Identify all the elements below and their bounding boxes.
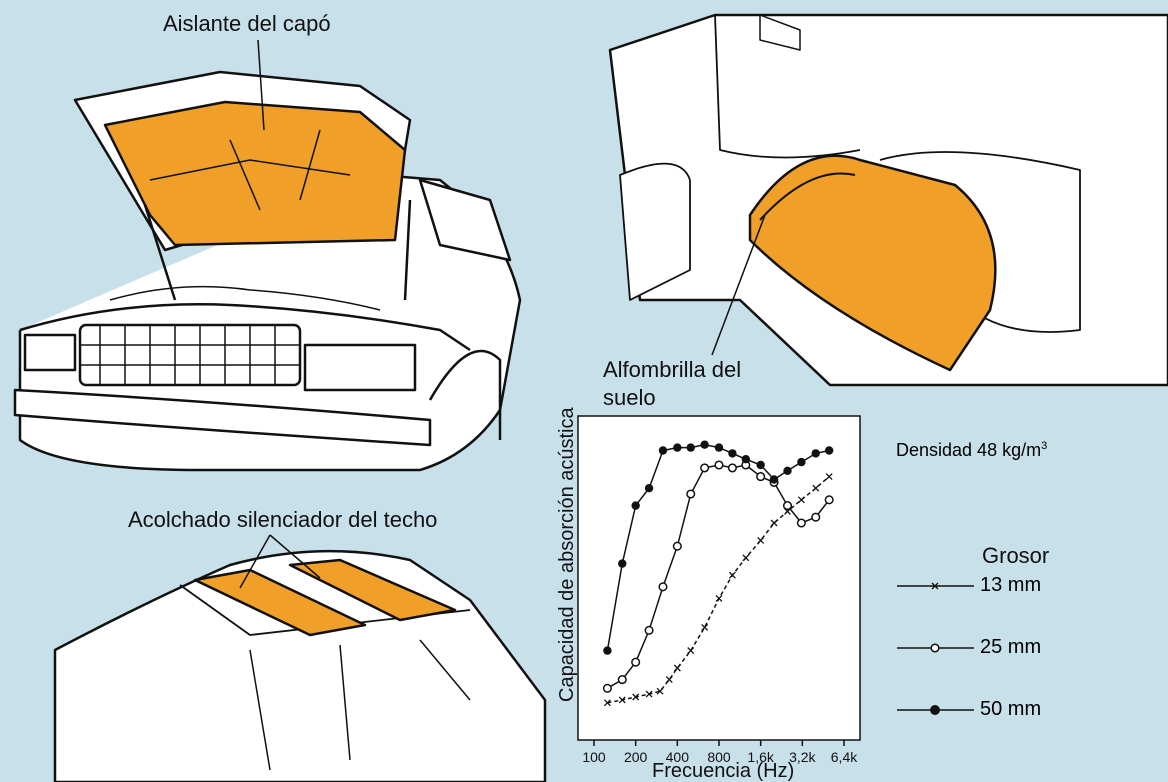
data-point-x [715, 594, 723, 602]
x-axis-title: Frecuencia (Hz) [652, 760, 795, 782]
legend-marker [930, 705, 940, 715]
data-point-x [770, 519, 778, 527]
data-point-x [673, 664, 681, 672]
data-point-x [687, 647, 695, 655]
legend-25mm: 25 mm [980, 636, 1042, 658]
data-point-x [728, 571, 736, 579]
floor-mat-label-line2: suelo [603, 385, 656, 410]
legend-marker [931, 582, 939, 590]
x-tick-label: 400 [666, 749, 690, 765]
data-point-x [618, 696, 626, 704]
data-point-x [812, 484, 820, 492]
chart-legend-markers [897, 582, 974, 715]
data-point-open [672, 541, 682, 551]
data-point-open [700, 463, 710, 473]
data-point-filled [769, 475, 779, 484]
data-point-filled [686, 443, 695, 452]
data-point-filled [728, 449, 737, 458]
legend-13mm: 13 mm [980, 574, 1042, 596]
series-line [607, 476, 830, 704]
data-point-filled [756, 460, 765, 470]
data-point-filled [603, 646, 612, 655]
roof-pad-label: Acolchado silenciador del techo [128, 507, 438, 532]
car-front-illustration [13, 70, 522, 472]
data-point-open [727, 463, 737, 473]
data-point-open [602, 683, 612, 693]
data-point-filled [673, 443, 682, 452]
x-tick-label: 100 [582, 749, 606, 765]
y-axis-title: Capacidad de absorción acústica [556, 407, 578, 702]
data-point-filled [797, 457, 806, 467]
hood-leader-line [257, 39, 265, 131]
x-tick-label: 800 [707, 749, 731, 765]
legend-marker [930, 643, 940, 653]
data-point-filled [824, 446, 834, 455]
data-point-filled [783, 466, 792, 475]
data-point-x [665, 676, 673, 684]
data-point-x [797, 496, 805, 504]
data-point-open [782, 501, 793, 511]
absorption-chart: 100 200 400 800 1,6k 3,2k 6,4k [582, 440, 858, 765]
data-point-filled [631, 501, 640, 510]
legend-50mm: 50 mm [980, 698, 1042, 720]
data-point-filled [644, 484, 654, 493]
data-point-x [742, 554, 750, 562]
data-point-x [645, 690, 653, 698]
data-point-filled [658, 446, 668, 455]
car-roof-illustration [53, 534, 547, 782]
data-point-open [644, 625, 654, 635]
data-point-filled [741, 455, 751, 464]
data-point-x [656, 687, 664, 695]
data-point-open [658, 582, 668, 592]
data-point-open [824, 495, 834, 505]
data-point-open [686, 489, 696, 499]
data-point-filled [618, 559, 627, 568]
car-interior-illustration [608, 13, 1168, 387]
floor-mat-label-line1: Alfombrilla del [603, 357, 742, 382]
data-point-open [796, 518, 806, 528]
data-point-x [825, 473, 833, 481]
data-point-x [757, 536, 765, 544]
x-tick-label: 3,2k [789, 749, 816, 765]
data-point-x [632, 693, 640, 701]
data-point-x [603, 699, 611, 707]
data-point-open [714, 460, 724, 470]
hood-insulation-label: Aislante del capó [163, 11, 331, 36]
data-point-filled [811, 449, 820, 458]
data-point-open [631, 657, 641, 667]
legend-title: Grosor [982, 543, 1050, 568]
data-point-filled [714, 443, 724, 452]
x-tick-label: 1,6k [747, 749, 774, 765]
x-tick-label: 200 [624, 749, 648, 765]
data-point-filled [700, 440, 709, 449]
data-point-open [617, 675, 627, 685]
data-point-x [701, 623, 709, 631]
data-point-open [756, 472, 766, 482]
x-tick-label: 6,4k [831, 749, 858, 765]
density-label: Densidad 48 kg/m3 [896, 440, 1048, 460]
data-point-open [811, 512, 821, 522]
